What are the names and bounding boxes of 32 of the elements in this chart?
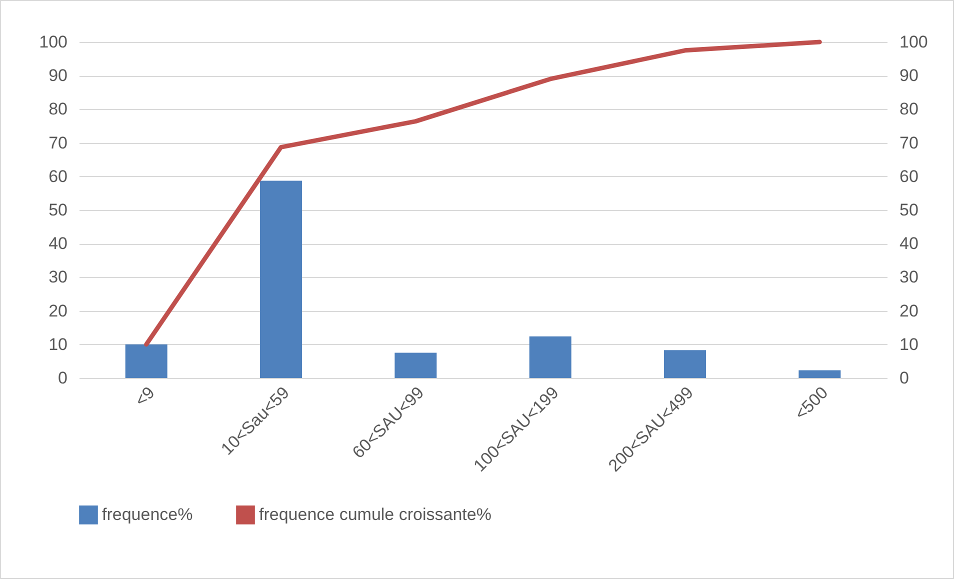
y2-tick-label: 50 (900, 200, 918, 220)
bar (529, 336, 572, 378)
y-tick-label: 50 (48, 200, 68, 220)
bar (394, 352, 437, 378)
y-tick-label: 90 (48, 66, 68, 86)
bar (798, 370, 841, 378)
bar (664, 350, 706, 378)
y-tick-label: 100 (39, 32, 68, 52)
line-series (144, 40, 822, 347)
y-tick-label: 60 (48, 166, 68, 186)
y2-tick-label: 0 (900, 368, 909, 388)
y2-tick-label: 90 (900, 66, 918, 86)
y-tick-label: 40 (48, 234, 68, 254)
y2-tick-label: 80 (900, 100, 918, 119)
y-tick-label: 30 (48, 268, 68, 287)
y2-tick-label: 70 (900, 133, 918, 152)
y-tick-label: 0 (58, 368, 68, 388)
bar (260, 180, 302, 378)
y-tick-label: 20 (48, 301, 68, 320)
x-tick-label: <9 (131, 383, 158, 410)
y2-tick-label: 30 (900, 268, 918, 287)
bar (125, 344, 168, 378)
y2-tick-label: 20 (900, 301, 918, 320)
y2-tick-label: 40 (900, 234, 918, 254)
y-tick-label: 70 (48, 133, 68, 152)
y-tick-label: 80 (48, 100, 68, 119)
legend-label: frequence cumule croissante% (259, 504, 492, 524)
y2-tick-label: 10 (900, 334, 918, 354)
legend-label: frequence% (102, 504, 193, 524)
y-tick-label: 10 (48, 334, 68, 354)
y2-tick-label: 60 (900, 166, 918, 186)
y2-tick-label: 100 (900, 32, 928, 52)
